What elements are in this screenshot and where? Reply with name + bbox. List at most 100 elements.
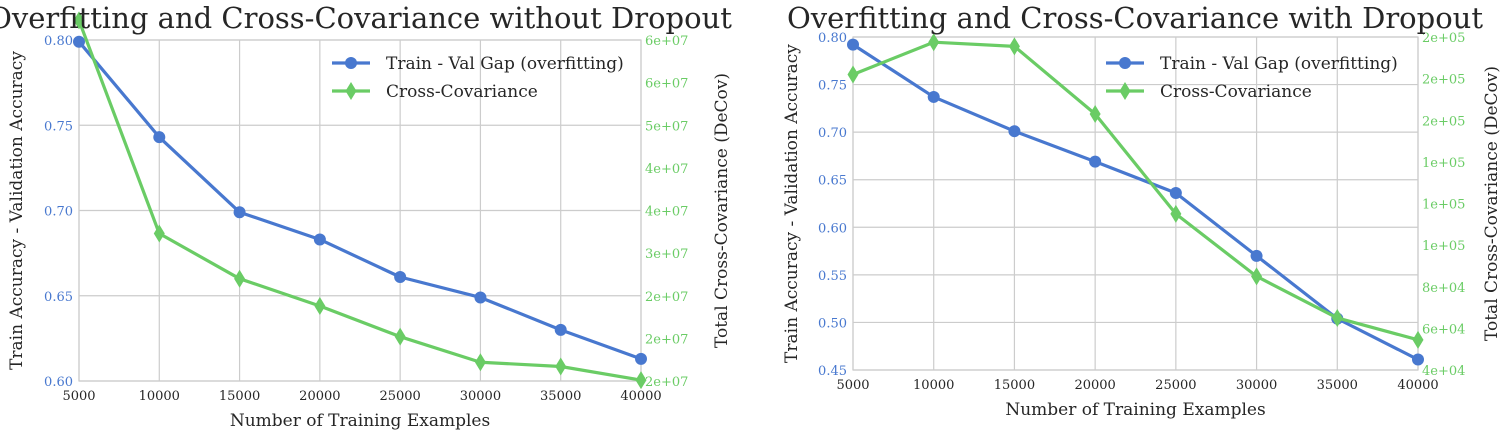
y-tick-label-left: 0.45 — [818, 364, 847, 379]
y-tick-label-right: 8e+04 — [1422, 281, 1465, 296]
y-tick-label-right: 2e+05 — [1422, 31, 1465, 46]
y-tick-label-right: 4e+04 — [1422, 364, 1465, 379]
legend-marker-diamond — [1119, 82, 1131, 100]
x-tick-label: 5000 — [836, 378, 869, 393]
data-point-circle — [233, 206, 246, 219]
plot-frame — [852, 36, 1419, 371]
x-tick-label: 35000 — [1317, 378, 1358, 393]
data-point-diamond — [1008, 37, 1020, 56]
data-point-diamond — [153, 224, 165, 243]
legend-entry: Train - Val Gap (overfitting) — [386, 54, 624, 74]
y-tick-label-left: 0.65 — [818, 174, 847, 189]
data-point-diamond — [394, 327, 406, 346]
data-point-circle — [153, 131, 166, 144]
x-tick-label: 20000 — [299, 389, 340, 404]
data-point-diamond — [928, 33, 940, 52]
legend-entry: Cross-Covariance — [386, 82, 538, 102]
x-tick-label: 15000 — [994, 378, 1035, 393]
data-point-circle — [1250, 249, 1263, 262]
y-tick-label-left: 0.80 — [44, 34, 73, 49]
y-tick-label-left: 0.55 — [818, 269, 847, 284]
data-point-diamond — [1251, 267, 1263, 286]
legend-marker-diamond — [345, 82, 357, 100]
y-tick-label-left: 0.80 — [818, 31, 847, 46]
y-tick-label-right: 5e+07 — [645, 119, 688, 134]
y-tick-label-right: 2e+07 — [645, 332, 688, 347]
y-tick-label-left: 0.65 — [44, 290, 73, 305]
y-tick-label-right: 2e+07 — [645, 375, 688, 390]
data-point-circle — [554, 323, 567, 336]
legend-entry: Cross-Covariance — [1160, 82, 1312, 102]
data-point-diamond — [847, 65, 859, 84]
data-point-diamond — [1331, 308, 1343, 327]
y-axis-label-left: Train Accuracy - Validation Accuracy — [782, 44, 802, 363]
x-tick-label: 10000 — [913, 378, 954, 393]
x-tick-label: 10000 — [139, 389, 180, 404]
data-point-circle — [1169, 187, 1182, 200]
y-tick-label-right: 4e+07 — [645, 205, 688, 220]
data-point-diamond — [555, 357, 567, 376]
x-tick-label: 25000 — [379, 389, 420, 404]
y-tick-label-left: 0.70 — [818, 126, 847, 141]
y-tick-label-right: 2e+05 — [1422, 114, 1465, 129]
chart-title: Overfitting and Cross-Covariance without… — [0, 1, 732, 35]
x-tick-label: 25000 — [1155, 378, 1196, 393]
y-tick-label-left: 0.60 — [818, 221, 847, 236]
data-point-circle — [1089, 155, 1102, 168]
y-tick-label-right: 2e+05 — [1422, 73, 1465, 88]
x-tick-label: 5000 — [62, 389, 95, 404]
data-point-circle — [394, 270, 407, 283]
plot-frame — [78, 39, 642, 382]
series-line-1 — [852, 43, 1419, 361]
y-tick-label-right: 3e+07 — [645, 247, 688, 262]
series-line-1 — [77, 40, 642, 361]
y-tick-label-right: 4e+07 — [645, 162, 688, 177]
data-point-circle — [847, 38, 859, 51]
legend-entry: Train - Val Gap (overfitting) — [1160, 54, 1398, 74]
chart-title: Overfitting and Cross-Covariance with Dr… — [787, 1, 1483, 35]
legend-marker-circle — [1119, 57, 1131, 69]
data-point-diamond — [1170, 204, 1182, 223]
data-point-circle — [73, 35, 85, 48]
x-tick-label: 15000 — [219, 389, 260, 404]
data-point-circle — [474, 291, 487, 304]
y-tick-label-right: 6e+07 — [645, 34, 688, 49]
data-point-circle — [635, 352, 647, 365]
x-tick-label: 30000 — [1236, 378, 1277, 393]
y-tick-label-right: 6e+04 — [1422, 322, 1465, 337]
x-tick-label: 35000 — [540, 389, 581, 404]
x-axis-label: Number of Training Examples — [1005, 400, 1265, 420]
y-tick-label-right: 1e+05 — [1422, 239, 1465, 254]
data-point-diamond — [474, 353, 486, 372]
chart-panel-2: 5000 10000 15000 20000 25000 30000 35000 40000 0… — [782, 1, 1502, 420]
data-point-circle — [313, 233, 326, 246]
y-tick-label-left: 0.50 — [818, 316, 847, 331]
y-tick-label-left: 0.70 — [44, 205, 73, 220]
x-axis-label: Number of Training Examples — [230, 411, 490, 431]
y-tick-label-right: 1e+05 — [1422, 198, 1465, 213]
chart-panel-1: 5000 10000 15000 20000 25000 30000 35000 40000 0… — [0, 1, 732, 431]
x-tick-label: 20000 — [1074, 378, 1115, 393]
series-line-2 — [852, 40, 1419, 342]
y-axis-label-left: Train Accuracy - Validation Accuracy — [7, 51, 27, 370]
data-point-diamond — [635, 371, 647, 390]
y-tick-label-right: 1e+05 — [1422, 156, 1465, 171]
data-point-diamond — [1089, 105, 1101, 124]
y-axis-label-right: Total Cross-Covariance (DeCov) — [712, 73, 732, 348]
x-tick-label: 40000 — [1397, 378, 1438, 393]
data-point-circle — [1008, 125, 1021, 138]
data-point-circle — [927, 90, 940, 103]
y-tick-label-left: 0.75 — [44, 119, 73, 134]
y-tick-label-right: 6e+07 — [645, 77, 688, 92]
data-point-diamond — [234, 269, 246, 288]
y-tick-label-left: 0.75 — [818, 79, 847, 94]
y-tick-label-right: 2e+07 — [645, 290, 688, 305]
data-point-diamond — [1412, 330, 1424, 349]
x-tick-label: 30000 — [460, 389, 501, 404]
data-point-diamond — [73, 11, 85, 30]
series-line-2 — [77, 19, 642, 382]
data-point-circle — [1412, 353, 1424, 366]
y-axis-label-right: Total Cross-Covariance (DeCov) — [1482, 66, 1502, 341]
x-tick-label: 40000 — [620, 389, 661, 404]
